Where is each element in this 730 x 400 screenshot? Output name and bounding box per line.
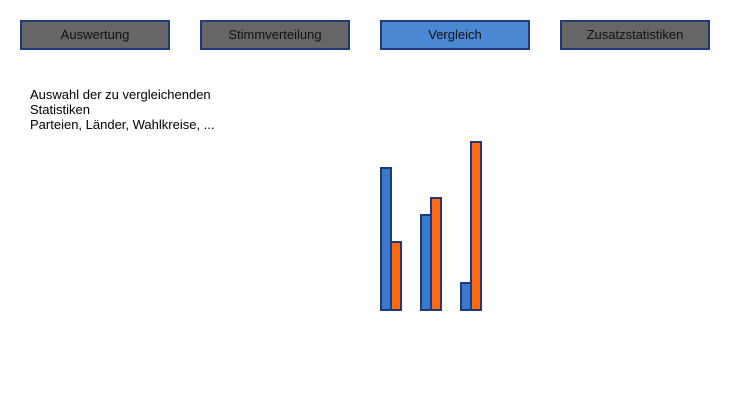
bar-group-3-series-2 xyxy=(470,141,482,311)
bar-group-1-series-1 xyxy=(380,167,392,311)
tab-zusatzstatistiken[interactable]: Zusatzstatistiken xyxy=(560,20,710,50)
description-line-1: Auswahl der zu vergleichenden xyxy=(30,87,211,102)
description-line-2: Statistiken xyxy=(30,102,90,117)
comparison-description: Auswahl der zu vergleichenden Statistike… xyxy=(30,87,290,132)
bar-group-2-series-1 xyxy=(420,214,432,311)
tab-stimmverteilung[interactable]: Stimmverteilung xyxy=(200,20,350,50)
comparison-bar-chart xyxy=(380,141,482,311)
description-line-3: Parteien, Länder, Wahlkreise, ... xyxy=(30,117,215,132)
tab-vergleich[interactable]: Vergleich xyxy=(380,20,530,50)
bar-group-1-series-2 xyxy=(390,241,402,311)
bar-group-3-series-1 xyxy=(460,282,472,311)
bar-group-2-series-2 xyxy=(430,197,442,311)
tab-auswertung[interactable]: Auswertung xyxy=(20,20,170,50)
